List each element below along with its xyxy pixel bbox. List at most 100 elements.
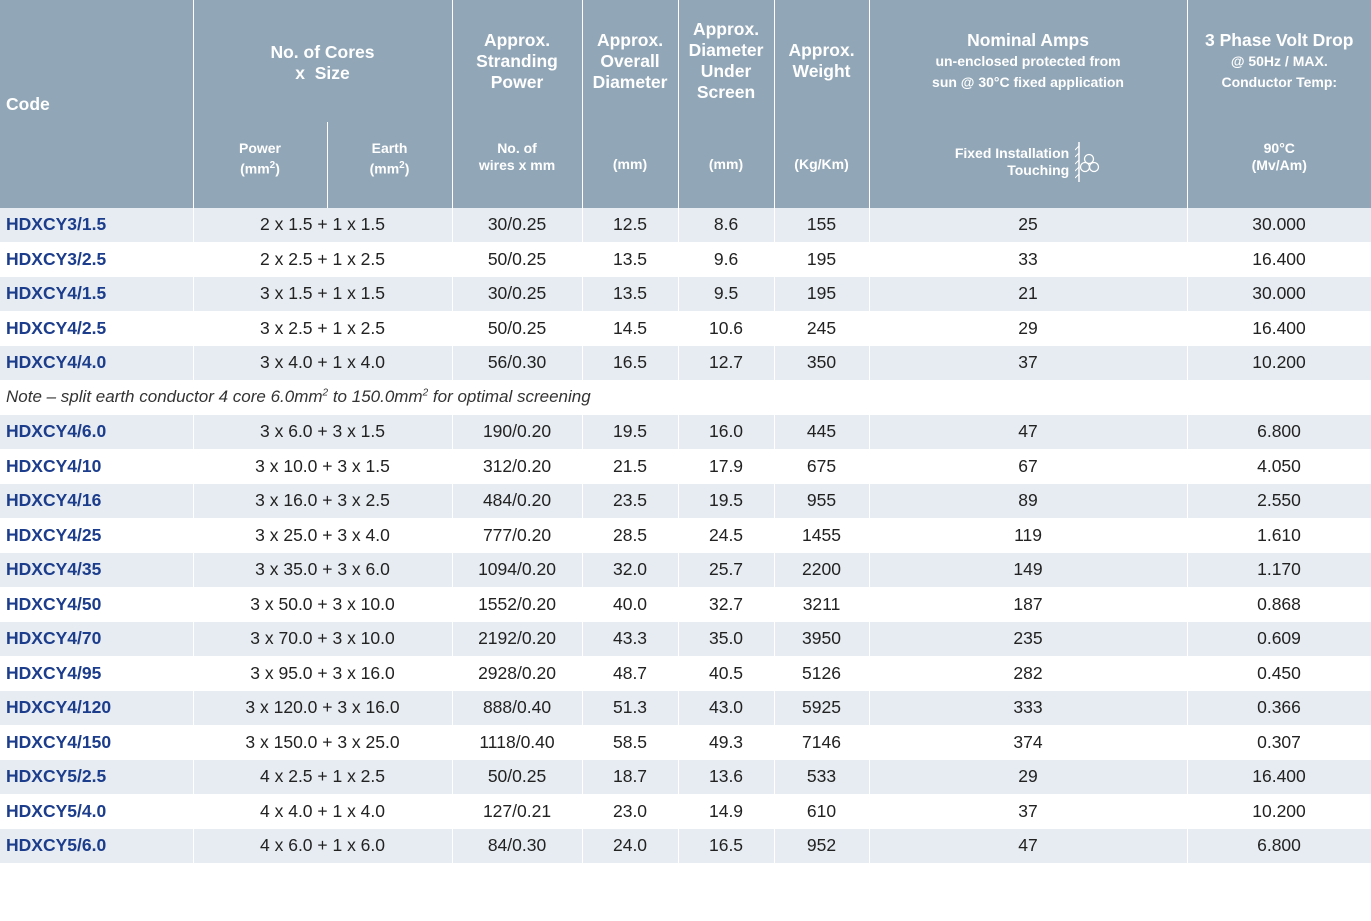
cell-amps: 67 [869, 449, 1188, 484]
cell-cores: 3 x 10.0 + 3 x 1.5 [193, 449, 453, 484]
col-header-diameter-under-screen: Approx. Diameter Under Screen [678, 0, 775, 122]
table-row: HDXCY3/2.5 2 x 2.5 + 1 x 2.5 50/0.25 13.5 9.… [0, 242, 1371, 277]
cell-code: HDXCY4/95 [0, 656, 194, 691]
cell-amps: 374 [869, 725, 1188, 760]
subheader-fixed-installation: Fixed Installation Touching [869, 122, 1188, 208]
cell-wt: 155 [774, 208, 870, 243]
cell-vd: 4.050 [1187, 449, 1371, 484]
col-header-stranding: Approx. Stranding Power [452, 0, 583, 122]
cell-du: 13.6 [678, 759, 775, 795]
col-header-nominal-amps: Nominal Amps un-enclosed protected from … [869, 0, 1188, 122]
cell-cores: 3 x 120.0 + 3 x 16.0 [193, 690, 453, 726]
cell-amps: 149 [869, 552, 1188, 588]
cell-wt: 350 [774, 345, 870, 381]
cell-wt: 445 [774, 414, 870, 450]
cell-du: 19.5 [678, 483, 775, 519]
cell-wt: 195 [774, 242, 870, 277]
cell-amps: 89 [869, 483, 1188, 519]
cell-code: HDXCY5/4.0 [0, 794, 194, 829]
cell-wt: 245 [774, 311, 870, 346]
cell-strand: 50/0.25 [452, 311, 583, 346]
cell-wt: 5126 [774, 656, 870, 691]
cell-strand: 127/0.21 [452, 794, 583, 829]
cell-wt: 195 [774, 276, 870, 312]
cell-cores: 4 x 4.0 + 1 x 4.0 [193, 794, 453, 829]
cell-du: 14.9 [678, 794, 775, 829]
subheader-90c: 90°C (Mv/Am) [1187, 122, 1371, 208]
cell-du: 9.5 [678, 276, 775, 312]
cell-amps: 21 [869, 276, 1188, 312]
col-header-overall-diameter: Approx. Overall Diameter [582, 0, 679, 122]
cable-spec-table: Code No. of Cores x Size Approx. Strandin… [0, 0, 1371, 864]
cell-cores: 3 x 4.0 + 1 x 4.0 [193, 345, 453, 381]
cell-code: HDXCY4/1.5 [0, 276, 194, 312]
cell-code: HDXCY4/25 [0, 518, 194, 553]
cell-od: 48.7 [582, 656, 679, 691]
table-row: HDXCY4/10 3 x 10.0 + 3 x 1.5 312/0.20 21.5 1… [0, 449, 1371, 484]
cell-od: 12.5 [582, 208, 679, 243]
cell-vd: 0.450 [1187, 656, 1371, 691]
cell-vd: 16.400 [1187, 311, 1371, 346]
cell-cores: 2 x 1.5 + 1 x 1.5 [193, 208, 453, 243]
cell-od: 16.5 [582, 345, 679, 381]
table-row: HDXCY4/16 3 x 16.0 + 3 x 2.5 484/0.20 23.5 1… [0, 483, 1371, 519]
cell-code: HDXCY4/35 [0, 552, 194, 588]
cell-code: HDXCY4/50 [0, 587, 194, 622]
cell-cores: 4 x 6.0 + 1 x 6.0 [193, 828, 453, 864]
cell-cores: 3 x 35.0 + 3 x 6.0 [193, 552, 453, 588]
cell-vd: 0.868 [1187, 587, 1371, 622]
cell-cores: 3 x 6.0 + 3 x 1.5 [193, 414, 453, 450]
cell-od: 32.0 [582, 552, 679, 588]
cell-amps: 29 [869, 311, 1188, 346]
cell-du: 9.6 [678, 242, 775, 277]
cell-code: HDXCY3/2.5 [0, 242, 194, 277]
cell-cores: 3 x 1.5 + 1 x 1.5 [193, 276, 453, 312]
cell-amps: 282 [869, 656, 1188, 691]
cell-amps: 235 [869, 621, 1188, 657]
cell-vd: 1.610 [1187, 518, 1371, 553]
cell-strand: 1094/0.20 [452, 552, 583, 588]
cell-du: 25.7 [678, 552, 775, 588]
cell-du: 17.9 [678, 449, 775, 484]
cell-wt: 7146 [774, 725, 870, 760]
cell-strand: 777/0.20 [452, 518, 583, 553]
cell-code: HDXCY3/1.5 [0, 208, 194, 243]
cell-vd: 6.800 [1187, 828, 1371, 864]
cell-amps: 47 [869, 828, 1188, 864]
subheader-kgkm: (Kg/Km) [774, 122, 870, 208]
cell-od: 18.7 [582, 759, 679, 795]
cell-code: HDXCY4/70 [0, 621, 194, 657]
col-header-weight: Approx. Weight [774, 0, 870, 122]
cell-cores: 3 x 70.0 + 3 x 10.0 [193, 621, 453, 657]
col-header-code: Code [0, 0, 193, 208]
note-row: Note – split earth conductor 4 core 6.0m… [0, 380, 1371, 415]
cell-od: 28.5 [582, 518, 679, 553]
cell-strand: 1552/0.20 [452, 587, 583, 622]
cell-od: 58.5 [582, 725, 679, 760]
cell-vd: 30.000 [1187, 276, 1371, 312]
table-row: HDXCY4/120 3 x 120.0 + 3 x 16.0 888/0.40 51… [0, 690, 1371, 726]
table-row: HDXCY4/50 3 x 50.0 + 3 x 10.0 1552/0.20 40.… [0, 587, 1371, 622]
cell-code: HDXCY4/2.5 [0, 311, 194, 346]
subheader-earth: Earth (mm2) [327, 122, 453, 208]
cell-od: 24.0 [582, 828, 679, 864]
table-row: HDXCY4/35 3 x 35.0 + 3 x 6.0 1094/0.20 32.0… [0, 552, 1371, 588]
cell-strand: 190/0.20 [452, 414, 583, 450]
cell-code: HDXCY5/6.0 [0, 828, 194, 864]
cell-wt: 1455 [774, 518, 870, 553]
table-row: HDXCY5/2.5 4 x 2.5 + 1 x 2.5 50/0.25 18.7 13… [0, 759, 1371, 795]
cell-du: 16.0 [678, 414, 775, 450]
cell-wt: 5925 [774, 690, 870, 726]
cell-wt: 3950 [774, 621, 870, 657]
cell-wt: 952 [774, 828, 870, 864]
cell-strand: 312/0.20 [452, 449, 583, 484]
cell-strand: 84/0.30 [452, 828, 583, 864]
table-header: Code No. of Cores x Size Approx. Strandin… [0, 0, 1371, 208]
cell-vd: 6.800 [1187, 414, 1371, 450]
table-row: HDXCY4/95 3 x 95.0 + 3 x 16.0 2928/0.20 48.… [0, 656, 1371, 691]
cell-amps: 187 [869, 587, 1188, 622]
cell-cores: 3 x 2.5 + 1 x 2.5 [193, 311, 453, 346]
col-header-volt-drop: 3 Phase Volt Drop @ 50Hz / MAX. Conducto… [1187, 0, 1371, 122]
cell-code: HDXCY4/150 [0, 725, 194, 760]
cell-du: 35.0 [678, 621, 775, 657]
